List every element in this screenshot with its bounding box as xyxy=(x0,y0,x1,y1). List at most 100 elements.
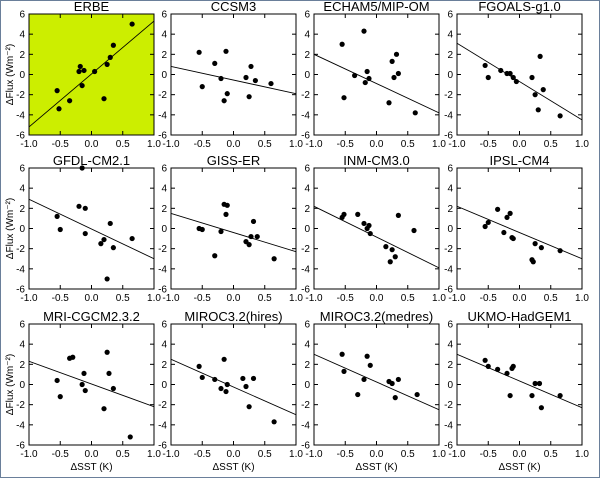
data-point xyxy=(504,214,510,221)
data-point xyxy=(557,392,563,399)
x-tick-label: 0.5 xyxy=(544,293,558,304)
x-tick-label: -1.0 xyxy=(20,139,38,150)
data-point xyxy=(367,362,373,368)
data-point xyxy=(510,363,516,369)
data-point xyxy=(104,61,110,68)
data-point xyxy=(98,241,104,247)
plot-area xyxy=(457,324,582,445)
y-tick-label: -4 xyxy=(16,264,25,275)
y-tick-label: 0 xyxy=(19,70,25,81)
panel-inm-cm3-0: INM-CM3.0 -1.0 -0.5 0.0 0.5 1.0 -6 -4 -2 0 2 4 6 xyxy=(301,153,446,304)
y-tick-label: -4 xyxy=(158,420,167,431)
y-tick-label: -2 xyxy=(16,400,25,411)
data-point xyxy=(482,62,488,69)
x-tick-label: 0.5 xyxy=(116,139,130,150)
panel-title: GFDL-CM2.1 xyxy=(53,153,130,168)
data-point xyxy=(268,80,274,87)
data-point xyxy=(485,74,491,81)
panel-title: MRI-CGCM2.3.2 xyxy=(43,309,140,324)
panel-title: ECHAM5/MIP-OM xyxy=(323,1,429,14)
y-tick-label: 2 xyxy=(447,50,453,61)
data-point xyxy=(92,68,98,75)
y-tick-label: 2 xyxy=(304,204,310,215)
data-point xyxy=(107,54,113,60)
data-point xyxy=(366,222,372,229)
data-point xyxy=(352,72,358,79)
data-point xyxy=(361,376,367,383)
data-point xyxy=(199,374,205,381)
x-tick-label: -0.5 xyxy=(194,139,212,150)
panel-frame xyxy=(313,323,440,446)
regression-line xyxy=(29,20,154,128)
x-tick-label: 0.5 xyxy=(116,449,130,460)
y-tick-label: 2 xyxy=(447,360,453,371)
y-tick-label: 6 xyxy=(161,10,167,21)
y-tick-label: 6 xyxy=(447,320,453,331)
x-tick-label: -0.5 xyxy=(194,293,212,304)
y-tick-label: -2 xyxy=(158,244,167,255)
data-point xyxy=(223,211,229,217)
y-tick-label: 6 xyxy=(304,320,310,331)
x-tick-label: 0.5 xyxy=(258,449,272,460)
panel-title: FGOALS-g1.0 xyxy=(478,1,560,14)
regression-line xyxy=(171,212,296,253)
panel-mri-cgcm2-3-2: MRI-CGCM2.3.2 -1.0 -0.5 0.0 0.5 1.0 -6 -4 -2 0 2 4 6… xyxy=(5,309,161,473)
regression-line xyxy=(29,360,154,408)
data-point xyxy=(532,241,538,247)
data-point xyxy=(127,434,133,440)
data-point xyxy=(110,42,116,48)
data-point xyxy=(504,370,510,377)
y-tick-label: -6 xyxy=(16,285,25,296)
data-point xyxy=(57,394,63,400)
x-tick-label: 0.0 xyxy=(513,449,527,460)
y-tick-label: -6 xyxy=(16,441,25,452)
data-point xyxy=(383,244,389,250)
y-tick-label: 6 xyxy=(304,164,310,175)
data-point xyxy=(389,380,395,387)
plot-area xyxy=(29,168,154,289)
x-tick-label: 0.5 xyxy=(544,449,558,460)
data-point xyxy=(224,381,230,388)
data-point xyxy=(510,74,516,81)
data-point xyxy=(246,242,252,248)
data-point xyxy=(224,91,230,97)
data-point xyxy=(411,227,417,234)
x-tick-label: -0.5 xyxy=(480,139,498,150)
y-tick-label: -2 xyxy=(16,90,25,101)
panel-ipsl-cm4: IPSL-CM4 -1.0 -0.5 0.0 0.5 1.0 -6 -4 -2 0 2 4 6 xyxy=(444,153,589,304)
data-point xyxy=(196,49,202,55)
data-point xyxy=(271,256,277,262)
data-point xyxy=(252,77,258,84)
data-point xyxy=(76,203,82,209)
x-tick-label: -1.0 xyxy=(162,139,180,150)
x-axis-label: ΔSST (K) xyxy=(70,462,112,473)
y-tick-label: 0 xyxy=(304,224,310,235)
y-tick-label: 0 xyxy=(447,224,453,235)
y-axis-label: ΔFlux (Wm⁻²) xyxy=(5,44,16,105)
data-point xyxy=(79,82,85,89)
panel-fgoals-g1-0: FGOALS-g1.0 -1.0 -0.5 0.0 0.5 1.0 -6 -4 -2 0 2 4 6 xyxy=(444,1,589,150)
x-tick-label: 0.5 xyxy=(544,139,558,150)
data-point xyxy=(482,357,488,363)
regression-line xyxy=(314,353,439,411)
data-point xyxy=(248,233,254,240)
x-tick-label: -1.0 xyxy=(162,449,180,460)
plot-area xyxy=(29,324,154,445)
data-point xyxy=(529,392,535,399)
x-tick-label: 1.0 xyxy=(147,139,161,150)
data-point xyxy=(362,79,368,86)
panel-frame xyxy=(456,13,583,136)
x-tick-label: 0.0 xyxy=(227,293,241,304)
data-point xyxy=(212,253,218,259)
data-point xyxy=(54,377,60,384)
y-tick-label: -2 xyxy=(301,244,310,255)
panel-frame xyxy=(170,323,297,446)
y-tick-label: -2 xyxy=(158,400,167,411)
data-point xyxy=(495,206,501,212)
panel-miroc3-2-hires-: MIROC3.2(hires) -1.0 -0.5 0.0 0.5 1.0 -6 -4 -2 0 2… xyxy=(158,309,303,473)
data-point xyxy=(482,223,488,230)
data-point xyxy=(361,28,367,34)
data-point xyxy=(535,107,541,113)
x-tick-label: 1.0 xyxy=(432,449,446,460)
